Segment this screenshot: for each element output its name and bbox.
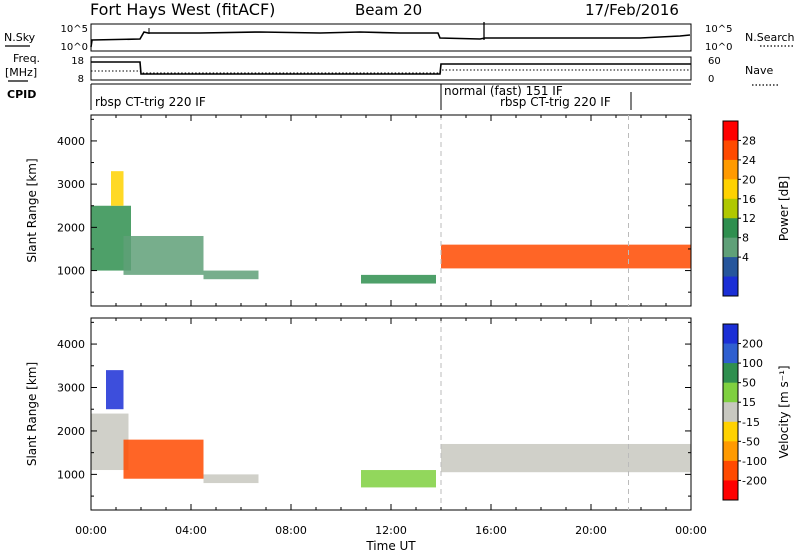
colorbar-tick-label: 4 <box>742 251 749 264</box>
data-region <box>361 470 436 488</box>
nave-tick-bottom: 0 <box>708 74 714 85</box>
y-axis-label: Slant Range [km] <box>25 158 39 262</box>
data-region <box>203 270 259 280</box>
colorbar-segment <box>723 159 738 180</box>
colorbar-tick-label: 100 <box>742 357 763 370</box>
y-tick-label: 2000 <box>57 425 85 438</box>
time-axis: 00:00 04:00 08:00 12:00 16:00 20:00 00:00 <box>75 524 707 537</box>
nave-tick-top: 60 <box>708 56 721 67</box>
freq-tick-bottom: 8 <box>78 74 84 85</box>
colorbar-label: Power [dB] <box>777 176 791 241</box>
colorbar-segment <box>723 218 738 239</box>
colorbar-frame <box>722 120 739 297</box>
colorbar-tick-label: 24 <box>742 154 756 167</box>
time-axis-label: Time UT <box>365 539 416 553</box>
colorbar-tick-label: 15 <box>742 396 756 409</box>
nsky-label: N.Sky <box>4 31 36 44</box>
colorbar-tick-label: 200 <box>742 338 763 351</box>
nave-label: Nave <box>745 64 773 77</box>
colorbar-tick-label: 20 <box>742 173 756 186</box>
freq-tick-top: 18 <box>71 56 84 67</box>
x-tick-label: 08:00 <box>275 524 307 537</box>
data-region <box>441 244 691 269</box>
colorbar-segment <box>723 257 738 278</box>
colorbar-tick-label: -15 <box>742 416 760 429</box>
y-tick-label: 3000 <box>57 178 85 191</box>
date-label: 17/Feb/2016 <box>585 1 679 19</box>
colorbar-segment <box>723 179 738 200</box>
y-tick-label: 1000 <box>57 468 85 481</box>
nave-trace <box>91 69 691 74</box>
colorbar-segment <box>723 460 738 481</box>
nsearch-tick-top: 10^5 <box>705 24 732 35</box>
colorbar-segment <box>723 363 738 384</box>
nsky-panel-frame <box>90 23 692 52</box>
cpid-segment-1: rbsp CT-trig 220 IF <box>95 95 206 109</box>
x-tick-label: 04:00 <box>175 524 207 537</box>
colorbar-label: Velocity [m s⁻¹] <box>777 365 791 458</box>
colorbar-segment <box>723 441 738 462</box>
colorbar-tick-label: 16 <box>742 193 756 206</box>
y-tick-label: 3000 <box>57 382 85 395</box>
colorbar-tick-label: 50 <box>742 377 756 390</box>
freq-trace <box>91 61 691 75</box>
data-region <box>106 370 124 410</box>
nsearch-label: N.Search <box>745 31 795 44</box>
cpid-segment-2: normal (fast) 151 IF <box>444 84 563 98</box>
power-panel: 1000 2000 3000 4000 Slant Range [km] 28 24 20 16… <box>25 114 791 307</box>
velocity-panel: 1000 2000 3000 4000 Slant Range [km] 200 100 50… <box>25 317 791 511</box>
y-tick-label: 4000 <box>57 135 85 148</box>
colorbar-segment <box>723 421 738 442</box>
cpid-label: CPID <box>7 88 36 101</box>
colorbar-tick-label: -50 <box>742 435 760 448</box>
radar-title: Fort Hays West (fitACF) <box>90 0 275 19</box>
y-tick-label: 2000 <box>57 221 85 234</box>
colorbar-segment <box>723 382 738 403</box>
colorbar-segment <box>723 480 738 501</box>
colorbar-tick-label: -100 <box>742 455 767 468</box>
colorbar-tick-label: 12 <box>742 212 756 225</box>
cpid-segment-3: rbsp CT-trig 220 IF <box>500 95 611 109</box>
freq-label: Freq. <box>13 52 40 65</box>
colorbar-tick-label: -200 <box>742 474 767 487</box>
y-axis-label: Slant Range [km] <box>25 362 39 466</box>
x-tick-label: 12:00 <box>375 524 407 537</box>
colorbar-segment <box>723 324 738 345</box>
data-region <box>361 274 436 284</box>
beam-label: Beam 20 <box>355 1 422 19</box>
nsky-tick-bottom: 10^0 <box>61 42 88 53</box>
colorbar-segment <box>723 402 738 423</box>
y-tick-label: 4000 <box>57 338 85 351</box>
colorbar-segment <box>723 237 738 258</box>
x-tick-label: 16:00 <box>475 524 507 537</box>
colorbar-segment <box>723 343 738 364</box>
colorbar-segment <box>723 140 738 161</box>
data-region <box>441 443 691 473</box>
colorbar-segment <box>723 198 738 219</box>
data-region <box>91 413 129 471</box>
x-tick-label: 00:00 <box>75 524 107 537</box>
data-region <box>111 171 124 206</box>
colorbar-segment <box>723 121 738 141</box>
x-tick-label: 20:00 <box>575 524 607 537</box>
y-tick-label: 1000 <box>57 265 85 278</box>
data-region <box>123 235 204 275</box>
nsky-tick-top: 10^5 <box>61 24 88 35</box>
x-tick-label: 00:00 <box>675 524 707 537</box>
data-region <box>203 474 259 484</box>
freq-panel-frame <box>90 56 692 81</box>
colorbar-tick-label: 8 <box>742 232 749 245</box>
colorbar-frame <box>722 323 739 501</box>
data-region <box>123 439 204 479</box>
colorbar-tick-label: 28 <box>742 134 756 147</box>
nsky-trace <box>90 31 691 48</box>
nsearch-tick-bottom: 10^0 <box>705 42 732 53</box>
colorbar-segment <box>723 276 738 297</box>
freq-unit: [MHz] <box>5 66 37 79</box>
